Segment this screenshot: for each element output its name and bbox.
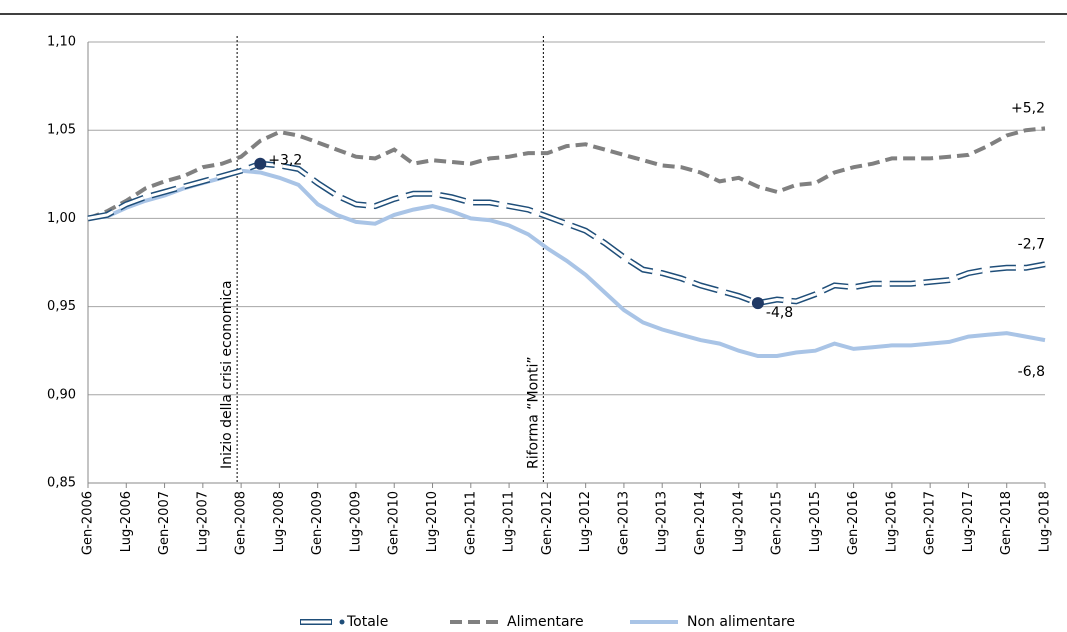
x-tick-label: Gen-2011 (463, 491, 478, 555)
y-tick-label: 0,90 (47, 387, 76, 402)
x-tick-label: Gen-2008 (234, 491, 249, 555)
highlight-marker (751, 297, 764, 310)
highlight-marker (254, 157, 267, 170)
y-tick-label: 1,00 (47, 211, 76, 226)
x-tick-label: Lug-2016 (884, 491, 899, 552)
x-tick-label: Lug-2009 (348, 491, 363, 552)
x-tick-label: Lug-2012 (578, 491, 593, 552)
annotation: +3,2 (268, 153, 302, 169)
x-tick-label: Lug-2006 (119, 491, 134, 552)
x-tick-label: Gen-2009 (310, 491, 325, 555)
y-tick-label: 0,95 (47, 299, 76, 314)
y-tick-label: 0,85 (47, 476, 76, 491)
annotation: -4,8 (766, 305, 793, 321)
x-tick-label: Lug-2013 (655, 491, 670, 552)
x-tick-label: Gen-2010 (387, 491, 402, 555)
event-label: Inizio della crisi economica (219, 280, 235, 469)
x-tick-label: Gen-2006 (81, 491, 96, 555)
x-tick-label: Gen-2015 (770, 491, 785, 555)
x-tick-label: Lug-2011 (502, 491, 517, 552)
legend-label: Non alimentare (687, 614, 795, 630)
y-tick-label: 1,10 (47, 35, 76, 50)
legend-dot (339, 619, 345, 625)
x-tick-label: Lug-2007 (195, 491, 210, 552)
series-line (87, 168, 1046, 358)
x-tick-label: Lug-2015 (808, 491, 823, 552)
x-tick-label: Gen-2014 (693, 491, 708, 555)
annotation: +5,2 (1011, 100, 1045, 116)
legend-label: Alimentare (507, 614, 584, 630)
x-tick-label: Gen-2018 (999, 491, 1014, 555)
legend-label: Totale (346, 614, 388, 630)
x-tick-label: Lug-2017 (961, 491, 976, 552)
x-tick-label: Lug-2010 (425, 491, 440, 552)
x-tick-label: Lug-2008 (272, 491, 287, 552)
x-tick-label: Gen-2007 (157, 491, 172, 555)
annotation: -6,8 (1018, 364, 1045, 380)
series-line (87, 126, 1046, 221)
annotation: -2,7 (1018, 236, 1045, 252)
x-tick-label: Lug-2014 (731, 491, 746, 552)
x-tick-label: Gen-2017 (923, 491, 938, 555)
x-tick-label: Gen-2016 (846, 491, 861, 555)
y-tick-label: 1,05 (47, 123, 76, 138)
x-tick-label: Gen-2013 (616, 491, 631, 555)
x-tick-label: Lug-2018 (1038, 491, 1053, 552)
event-label: Riforma “Monti” (525, 356, 541, 469)
x-tick-label: Gen-2012 (540, 491, 555, 555)
